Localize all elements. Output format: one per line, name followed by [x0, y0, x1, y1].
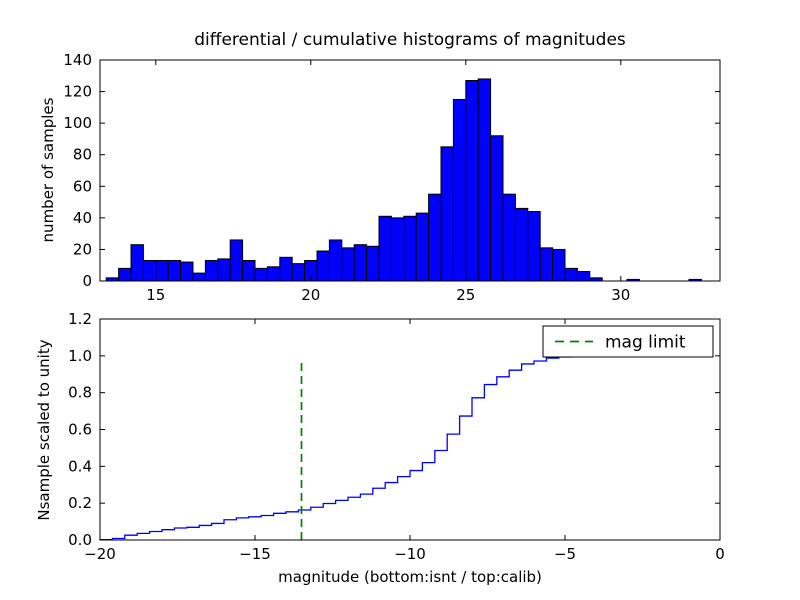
histogram-bar [142, 259, 157, 282]
y-tick-label: 40 [73, 209, 92, 227]
y-tick-label: 120 [63, 83, 92, 101]
histogram-bar [576, 271, 591, 282]
y-tick-label: 0.2 [68, 494, 92, 512]
top-axes-differential: 15 20 25 30 0 20 40 60 80 100 120 140 [63, 51, 721, 304]
histogram-bar [118, 267, 132, 282]
histogram-bar [217, 258, 231, 282]
histogram-bar [242, 259, 256, 282]
histogram-bar [328, 239, 343, 282]
histogram-bar [564, 267, 578, 282]
y-tick-label: 0 [82, 272, 92, 290]
histogram-bar [415, 212, 430, 282]
histogram-bar [192, 272, 206, 282]
histogram-bar [452, 98, 467, 282]
legend: mag limit [542, 325, 714, 358]
histogram-bars [105, 78, 702, 282]
x-tick-label: 15 [146, 286, 165, 304]
histogram-bar [378, 215, 392, 282]
histogram-bar [539, 247, 554, 282]
histogram-bar [155, 259, 169, 282]
x-tick-label: 30 [611, 286, 630, 304]
histogram-bar [465, 80, 479, 282]
histogram-bar [279, 256, 293, 282]
histogram-bar [502, 193, 516, 282]
bottom-axes-cumulative: −20 −15 −10 −5 0 0.0 0.2 0.4 0.6 0.8 1.0 1.2 mag lim… [68, 310, 725, 563]
y-tick-label: 0.0 [68, 531, 92, 549]
y-tick-label: 80 [73, 146, 92, 164]
x-tick-label: 25 [456, 286, 475, 304]
bottom-ylabel: Nsample scaled to unity [35, 339, 53, 521]
legend-label: mag limit [605, 333, 686, 353]
y-tick-label: 100 [63, 114, 92, 132]
y-tick-label: 1.2 [68, 310, 92, 328]
histogram-bar [254, 267, 268, 282]
histogram-bar [341, 247, 355, 282]
x-tick-label: 20 [301, 286, 320, 304]
histogram-bar [180, 261, 194, 282]
histogram-bar [353, 244, 368, 282]
y-tick-label: 1.0 [68, 347, 92, 365]
x-tick-label: −15 [239, 545, 271, 563]
histogram-bar [440, 146, 454, 282]
histogram-bar [527, 211, 541, 282]
y-tick-label: 60 [73, 177, 92, 195]
y-tick-label: 0.4 [68, 457, 92, 475]
histogram-bar [316, 250, 330, 282]
x-tick-label: 0 [715, 545, 725, 563]
histogram-bar [291, 263, 306, 282]
cumulative-step-line [99, 355, 596, 541]
histogram-bar [428, 193, 442, 282]
histogram-bar [130, 244, 144, 282]
x-tick-label: −5 [554, 545, 576, 563]
y-tick-label: 20 [73, 240, 92, 258]
histogram-bar [366, 245, 380, 282]
histogram-bar [514, 207, 529, 282]
y-tick-label: 0.8 [68, 384, 92, 402]
histogram-bar [552, 248, 566, 282]
histogram-bar [167, 259, 182, 282]
y-tick-label: 140 [63, 51, 92, 69]
histogram-bar [266, 266, 281, 282]
histogram-bar [390, 217, 405, 282]
histogram-bar [490, 135, 504, 282]
histogram-bar [204, 259, 219, 282]
top-ylabel: number of samples [39, 97, 57, 243]
y-tick-label: 0.6 [68, 421, 92, 439]
x-tick-label: −20 [84, 545, 116, 563]
histogram-bar [229, 239, 244, 282]
axes-frame [99, 59, 721, 282]
x-tick-label: −10 [394, 545, 426, 563]
histogram-bar [403, 215, 417, 282]
bottom-xlabel: magnitude (bottom:isnt / top:calib) [278, 568, 542, 586]
figure-title: differential / cumulative histograms of … [194, 30, 626, 50]
histogram-bar [477, 78, 492, 282]
